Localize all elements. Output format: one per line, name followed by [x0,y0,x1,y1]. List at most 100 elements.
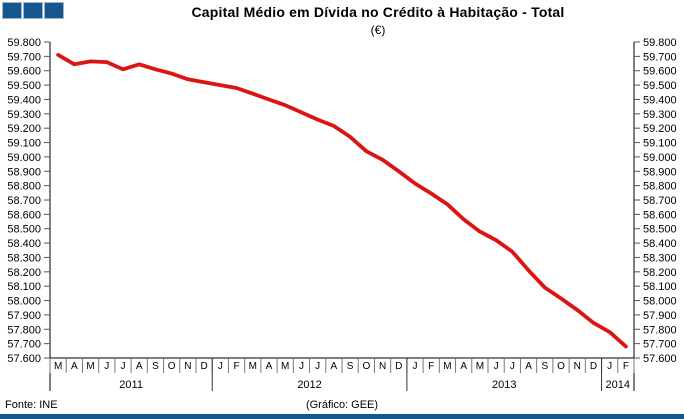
y-tick-label-right: 59.400 [643,94,677,106]
month-label: A [331,361,338,372]
y-tick-label-left: 57.800 [7,324,41,336]
credit-label: (Gráfico: GEE) [305,399,379,411]
year-label: 2011 [119,379,143,391]
month-label: O [168,361,176,372]
month-label: F [428,361,434,372]
y-tick-label-right: 58.600 [643,209,677,221]
month-label: A [525,361,532,372]
month-label: N [184,361,191,372]
logo-squares [2,2,64,19]
month-label: J [299,361,304,372]
y-tick-label-right: 59.500 [643,80,677,92]
y-tick-label-left: 59.500 [7,80,41,92]
y-tick-label-right: 57.600 [643,353,677,365]
y-tick-label-right: 58.400 [643,238,677,250]
month-label: J [121,361,126,372]
month-label: A [71,361,78,372]
y-tick-label-right: 58.300 [643,252,677,264]
y-tick-label-right: 57.700 [643,339,677,351]
month-label: M [249,361,257,372]
y-tick-label-left: 58.300 [7,252,41,264]
y-tick-label-right: 57.900 [643,310,677,322]
y-tick-label-right: 58.100 [643,281,677,293]
year-label: 2014 [606,379,630,391]
y-tick-label-left: 58.200 [7,267,41,279]
month-label: N [379,361,386,372]
y-tick-label-left: 59.800 [7,37,41,49]
y-tick-label-left: 59.400 [7,94,41,106]
month-label: M [281,361,289,372]
chart-title: Capital Médio em Dívida no Crédito à Hab… [191,4,565,20]
month-label: S [347,361,354,372]
month-label: A [136,361,143,372]
source-label: Fonte: INE [5,399,58,411]
year-label: 2012 [297,379,321,391]
data-line [56,53,628,349]
month-label: D [590,361,597,372]
y-tick-label-right: 58.200 [643,267,677,279]
logo-square [23,2,43,19]
month-label: D [395,361,402,372]
y-tick-label-right: 59.300 [643,109,677,121]
axes [49,42,635,391]
month-label: S [152,361,159,372]
y-tick-label-left: 57.700 [7,339,41,351]
bottom-bar [0,414,684,419]
year-axis: 2011 2012 2013 2014 [119,358,630,391]
logo-square [2,2,22,19]
month-label: J [104,361,109,372]
y-tick-label-right: 58.500 [643,224,677,236]
y-tick-label-left: 59.600 [7,66,41,78]
y-tick-label-left: 59.200 [7,123,41,135]
month-label: S [541,361,548,372]
month-label: J [315,361,320,372]
month-label: J [218,361,223,372]
month-label: N [574,361,581,372]
y-tick-label-right: 58.900 [643,166,677,178]
y-tick-label-right: 59.700 [643,51,677,63]
y-tick-label-right: 58.700 [643,195,677,207]
y-tick-label-left: 58.800 [7,181,41,193]
month-label: F [623,361,629,372]
y-tick-label-left: 57.900 [7,310,41,322]
y-tick-label-left: 57.600 [7,353,41,365]
y-tick-label-left: 58.600 [7,209,41,221]
month-label: M [476,361,484,372]
y-tick-label-left: 59.300 [7,109,41,121]
month-label: M [443,361,451,372]
y-tick-label-left: 59.100 [7,138,41,150]
month-label: J [413,361,418,372]
y-tick-label-right: 59.200 [643,123,677,135]
y-tick-label-left: 58.900 [7,166,41,178]
year-label: 2013 [492,379,516,391]
y-tick-label-right: 59.600 [643,66,677,78]
y-tick-label-left: 58.400 [7,238,41,250]
month-label: O [362,361,370,372]
month-label: M [54,361,62,372]
logo-square [44,2,64,19]
y-ticks: 59.800 59.800 59.700 59.700 59.600 59.600 59.5… [7,37,676,365]
y-tick-label-left: 59.700 [7,51,41,63]
chart-subtitle: (€) [370,23,386,37]
y-tick-label-right: 59.000 [643,152,677,164]
month-label: A [266,361,273,372]
month-label: J [510,361,515,372]
month-label: A [460,361,467,372]
y-tick-label-right: 58.800 [643,181,677,193]
y-tick-label-right: 59.800 [643,37,677,49]
y-tick-label-left: 58.100 [7,281,41,293]
month-label: M [86,361,94,372]
month-label: F [234,361,240,372]
y-tick-label-right: 57.800 [643,324,677,336]
month-label: J [494,361,499,372]
y-tick-label-left: 58.500 [7,224,41,236]
y-tick-label-right: 58.000 [643,296,677,308]
month-label: D [200,361,207,372]
y-tick-label-left: 59.000 [7,152,41,164]
y-tick-label-right: 59.100 [643,138,677,150]
y-tick-label-left: 58.000 [7,296,41,308]
month-label: J [607,361,612,372]
y-tick-label-left: 58.700 [7,195,41,207]
